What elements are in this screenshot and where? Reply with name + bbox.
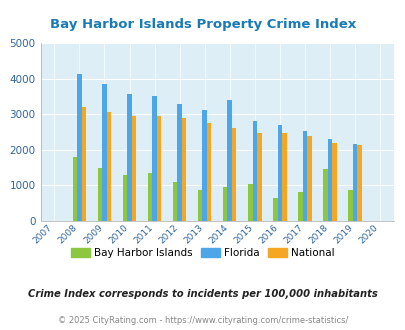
Bar xyxy=(222,186,227,221)
Bar xyxy=(327,139,331,221)
Bar xyxy=(331,143,336,221)
Bar xyxy=(277,125,281,221)
Bar xyxy=(307,136,311,221)
Bar xyxy=(177,104,181,221)
Bar xyxy=(352,144,356,221)
Bar xyxy=(81,107,86,221)
Bar xyxy=(122,175,127,221)
Bar xyxy=(322,169,327,221)
Bar xyxy=(297,192,302,221)
Bar xyxy=(227,100,231,221)
Bar xyxy=(197,190,202,221)
Bar xyxy=(77,74,81,221)
Bar xyxy=(207,123,211,221)
Bar xyxy=(247,184,252,221)
Bar xyxy=(347,190,352,221)
Bar xyxy=(252,120,256,221)
Bar xyxy=(72,157,77,221)
Bar xyxy=(202,110,207,221)
Legend: Bay Harbor Islands, Florida, National: Bay Harbor Islands, Florida, National xyxy=(67,244,338,262)
Bar xyxy=(102,84,107,221)
Bar xyxy=(302,131,307,221)
Bar xyxy=(156,116,161,221)
Bar xyxy=(147,173,152,221)
Bar xyxy=(281,133,286,221)
Bar xyxy=(231,128,236,221)
Bar xyxy=(98,168,102,221)
Bar xyxy=(152,96,156,221)
Bar xyxy=(173,182,177,221)
Bar xyxy=(181,118,186,221)
Text: Crime Index corresponds to incidents per 100,000 inhabitants: Crime Index corresponds to incidents per… xyxy=(28,289,377,299)
Bar xyxy=(132,115,136,221)
Bar xyxy=(356,145,361,221)
Text: Bay Harbor Islands Property Crime Index: Bay Harbor Islands Property Crime Index xyxy=(50,18,355,31)
Bar xyxy=(256,133,261,221)
Bar xyxy=(107,113,111,221)
Text: © 2025 CityRating.com - https://www.cityrating.com/crime-statistics/: © 2025 CityRating.com - https://www.city… xyxy=(58,315,347,325)
Bar xyxy=(273,198,277,221)
Bar xyxy=(127,93,132,221)
